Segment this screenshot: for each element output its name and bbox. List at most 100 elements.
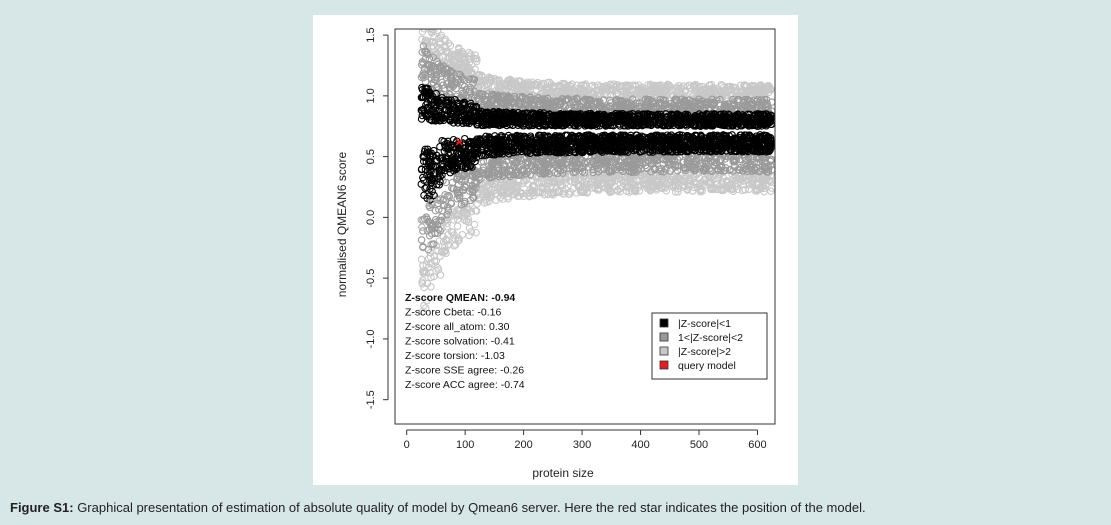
data-point (519, 85, 528, 94)
data-point (603, 92, 611, 100)
data-point (478, 71, 486, 80)
data-point (426, 20, 432, 26)
data-point (419, 227, 427, 235)
data-point (701, 86, 710, 94)
data-point (564, 85, 573, 93)
data-point (430, 257, 439, 265)
data-point (653, 89, 662, 97)
data-point (594, 176, 602, 184)
data-point (690, 90, 698, 98)
data-point (692, 180, 701, 188)
data-point (495, 76, 504, 84)
data-point (589, 171, 597, 180)
data-point (765, 83, 774, 91)
data-point (723, 179, 732, 187)
data-point (463, 67, 471, 76)
data-point (525, 81, 533, 89)
data-point (606, 187, 614, 195)
data-point (440, 247, 448, 255)
data-point (594, 186, 603, 194)
data-point (703, 90, 711, 99)
data-point (582, 180, 590, 188)
data-point (666, 167, 674, 175)
data-point (661, 91, 669, 99)
data-point (558, 169, 567, 177)
data-point (454, 210, 463, 218)
data-point (708, 184, 716, 193)
data-point (676, 174, 685, 183)
data-point (457, 51, 465, 59)
data-point (497, 188, 506, 197)
data-point (490, 83, 499, 91)
data-point (545, 78, 554, 87)
data-point (450, 242, 458, 250)
data-point (427, 16, 433, 22)
data-point (567, 82, 575, 91)
scatter-chart: 0 100 200 300 400 500 600 -1.5-1.0-0.50.00.51.… (335, 16, 776, 480)
data-point (479, 186, 488, 194)
data-point (643, 170, 651, 178)
data-point (732, 86, 740, 94)
data-point (436, 271, 445, 279)
data-point (465, 64, 473, 72)
data-point (605, 182, 614, 191)
data-point (674, 188, 682, 196)
data-point (574, 182, 583, 191)
data-point (659, 171, 667, 180)
data-point (420, 301, 428, 310)
data-point (419, 276, 427, 284)
data-point (713, 85, 722, 93)
data-point (464, 68, 472, 77)
data-point (672, 83, 681, 91)
data-point (683, 82, 692, 91)
data-point (492, 189, 501, 198)
data-point (751, 186, 760, 195)
data-point (505, 181, 513, 190)
data-point (426, 252, 435, 261)
data-point (558, 87, 566, 96)
data-point (458, 81, 467, 90)
data-point (610, 182, 619, 191)
data-point (552, 88, 561, 97)
data-point (594, 86, 603, 94)
data-point (571, 87, 579, 96)
data-point (463, 205, 472, 213)
data-point (598, 85, 606, 93)
data-point (668, 181, 676, 190)
data-point (430, 272, 438, 281)
data-point (426, 29, 435, 32)
data-point (513, 81, 522, 89)
data-point (497, 180, 506, 189)
data-point (437, 247, 446, 256)
data-point (481, 184, 489, 193)
data-point (698, 178, 706, 187)
data-point (428, 18, 434, 24)
data-point (434, 44, 442, 53)
data-point (535, 179, 544, 188)
data-point (752, 185, 761, 193)
data-point (507, 76, 515, 84)
data-point (466, 52, 474, 61)
data-point (453, 222, 462, 230)
data-point (626, 178, 634, 187)
data-point (460, 216, 469, 224)
data-point (418, 29, 427, 36)
data-point (461, 176, 470, 185)
data-point (420, 283, 428, 292)
data-point (630, 185, 639, 193)
data-point (417, 236, 426, 244)
data-point (559, 190, 567, 198)
data-point (512, 80, 520, 88)
data-point (510, 189, 519, 198)
data-point (675, 81, 683, 90)
data-point (427, 19, 433, 25)
data-point (562, 87, 571, 95)
figure-panel: 0 100 200 300 400 500 600 -1.5 -1.0 -0.5 0.0 0.5 1.… (313, 15, 798, 485)
data-point (434, 264, 442, 272)
data-point (623, 179, 631, 187)
data-point (657, 183, 665, 192)
data-point (441, 191, 449, 199)
data-point (583, 189, 591, 197)
data-point (490, 183, 499, 191)
data-point (586, 180, 594, 189)
